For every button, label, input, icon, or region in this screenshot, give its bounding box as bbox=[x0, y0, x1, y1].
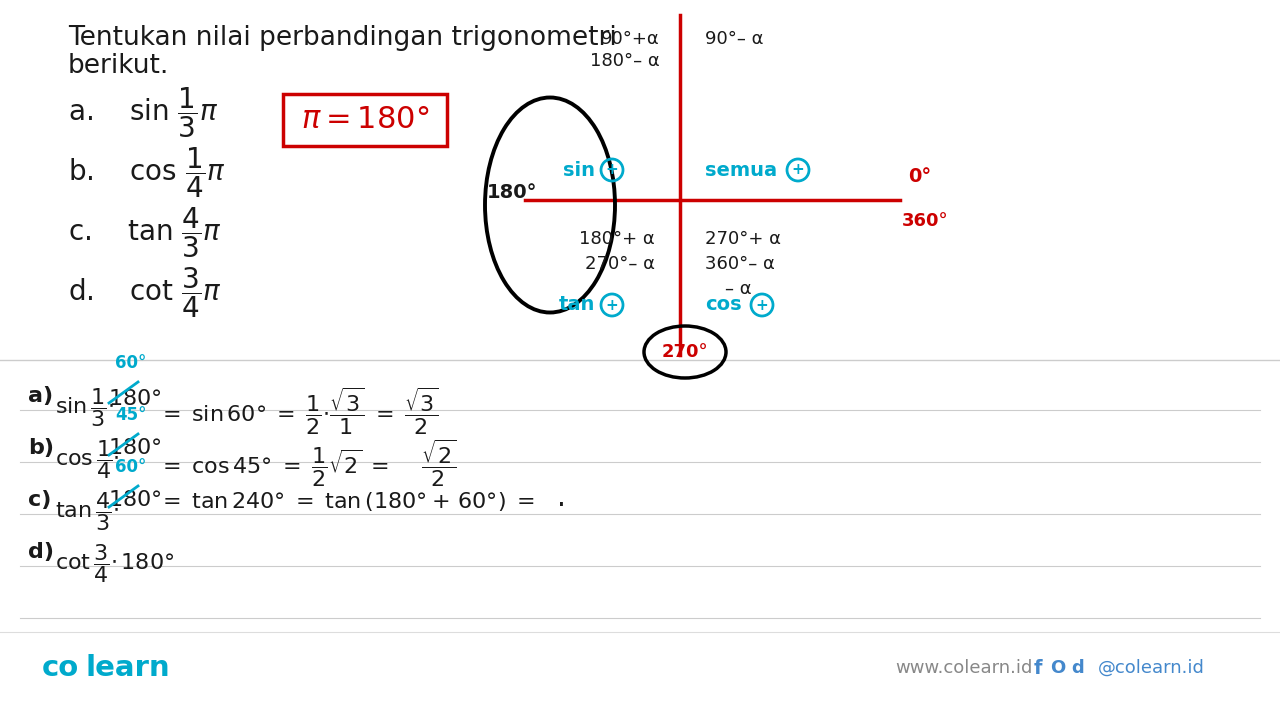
Text: $=\;{\rm sin}\,60°\;=\;\dfrac{1}{2}{\cdot}\dfrac{\sqrt{3}}{1}\;=\;\dfrac{\sqrt{3: $=\;{\rm sin}\,60°\;=\;\dfrac{1}{2}{\cdo… bbox=[157, 386, 439, 437]
Text: c): c) bbox=[28, 490, 51, 510]
Text: Tentukan nilai perbandingan trigonometri: Tentukan nilai perbandingan trigonometri bbox=[68, 25, 617, 51]
Text: +: + bbox=[605, 297, 618, 312]
Text: $180°$: $180°$ bbox=[108, 438, 161, 458]
Text: 90°+α: 90°+α bbox=[602, 30, 660, 48]
Text: d): d) bbox=[28, 542, 54, 562]
Text: cos: cos bbox=[705, 295, 741, 315]
Text: $\sin\dfrac{1}{3}{\cdot}$: $\sin\dfrac{1}{3}{\cdot}$ bbox=[55, 386, 114, 429]
Text: 60°: 60° bbox=[115, 458, 146, 476]
Text: $\cos\dfrac{1}{4}{\cdot}$: $\cos\dfrac{1}{4}{\cdot}$ bbox=[55, 438, 119, 481]
Text: 270°+ α: 270°+ α bbox=[705, 230, 781, 248]
Text: +: + bbox=[755, 297, 768, 312]
Text: b.    $\cos\,\dfrac{1}{4}\pi$: b. $\cos\,\dfrac{1}{4}\pi$ bbox=[68, 145, 225, 199]
Text: tan: tan bbox=[558, 295, 595, 315]
Text: +: + bbox=[791, 163, 804, 178]
Text: 270°– α: 270°– α bbox=[585, 255, 655, 273]
Text: 60°: 60° bbox=[115, 354, 146, 372]
Text: @colearn.id: @colearn.id bbox=[1098, 659, 1204, 677]
Text: sin: sin bbox=[563, 161, 595, 179]
Text: O: O bbox=[1051, 659, 1066, 677]
Text: 90°: 90° bbox=[660, 0, 700, 3]
Text: d.    $\cot\,\dfrac{3}{4}\pi$: d. $\cot\,\dfrac{3}{4}\pi$ bbox=[68, 265, 221, 320]
Text: d: d bbox=[1071, 659, 1084, 677]
Text: ·: · bbox=[557, 492, 566, 520]
Text: 180°– α: 180°– α bbox=[590, 52, 660, 70]
Text: a.    $\sin\,\dfrac{1}{3}\pi$: a. $\sin\,\dfrac{1}{3}\pi$ bbox=[68, 85, 218, 140]
Text: $180°$: $180°$ bbox=[108, 490, 161, 510]
Text: 45°: 45° bbox=[115, 406, 146, 424]
Text: b): b) bbox=[28, 438, 54, 458]
Text: f: f bbox=[1034, 659, 1042, 678]
Text: 360°: 360° bbox=[902, 212, 948, 230]
Text: 90°– α: 90°– α bbox=[705, 30, 763, 48]
Text: $\pi = 180°$: $\pi = 180°$ bbox=[301, 106, 429, 135]
FancyBboxPatch shape bbox=[283, 94, 447, 146]
Text: www.colearn.id: www.colearn.id bbox=[895, 659, 1033, 677]
Text: $=\;{\rm tan}\,240°\;=\;{\rm tan}\,(180°+\,60°)\;=$: $=\;{\rm tan}\,240°\;=\;{\rm tan}\,(180°… bbox=[157, 490, 534, 513]
Text: semua: semua bbox=[705, 161, 777, 179]
Text: berikut.: berikut. bbox=[68, 53, 169, 79]
Text: 180°+ α: 180°+ α bbox=[580, 230, 655, 248]
Text: co: co bbox=[42, 654, 79, 682]
Text: 270°: 270° bbox=[662, 343, 708, 361]
Text: +: + bbox=[605, 163, 618, 178]
Text: $\tan\dfrac{4}{3}{\cdot}$: $\tan\dfrac{4}{3}{\cdot}$ bbox=[55, 490, 119, 533]
Text: 0°: 0° bbox=[908, 167, 932, 186]
Text: learn: learn bbox=[86, 654, 170, 682]
Text: $\overset{}{180°}$: $\overset{}{180°}$ bbox=[108, 386, 161, 410]
Text: a): a) bbox=[28, 386, 54, 406]
Text: $=\;{\rm cos}\,45°\;=\;\dfrac{1}{2}\sqrt{2}\;=\;\quad\dfrac{\sqrt{2}}{2}$: $=\;{\rm cos}\,45°\;=\;\dfrac{1}{2}\sqrt… bbox=[157, 438, 456, 490]
Text: c.    $\tan\,\dfrac{4}{3}\pi$: c. $\tan\,\dfrac{4}{3}\pi$ bbox=[68, 205, 221, 260]
Text: 360°– α: 360°– α bbox=[705, 255, 774, 273]
Text: – α: – α bbox=[724, 280, 751, 298]
Text: $\cot\dfrac{3}{4}{\cdot}\,180°$: $\cot\dfrac{3}{4}{\cdot}\,180°$ bbox=[55, 542, 174, 585]
Text: 180°: 180° bbox=[486, 182, 538, 202]
